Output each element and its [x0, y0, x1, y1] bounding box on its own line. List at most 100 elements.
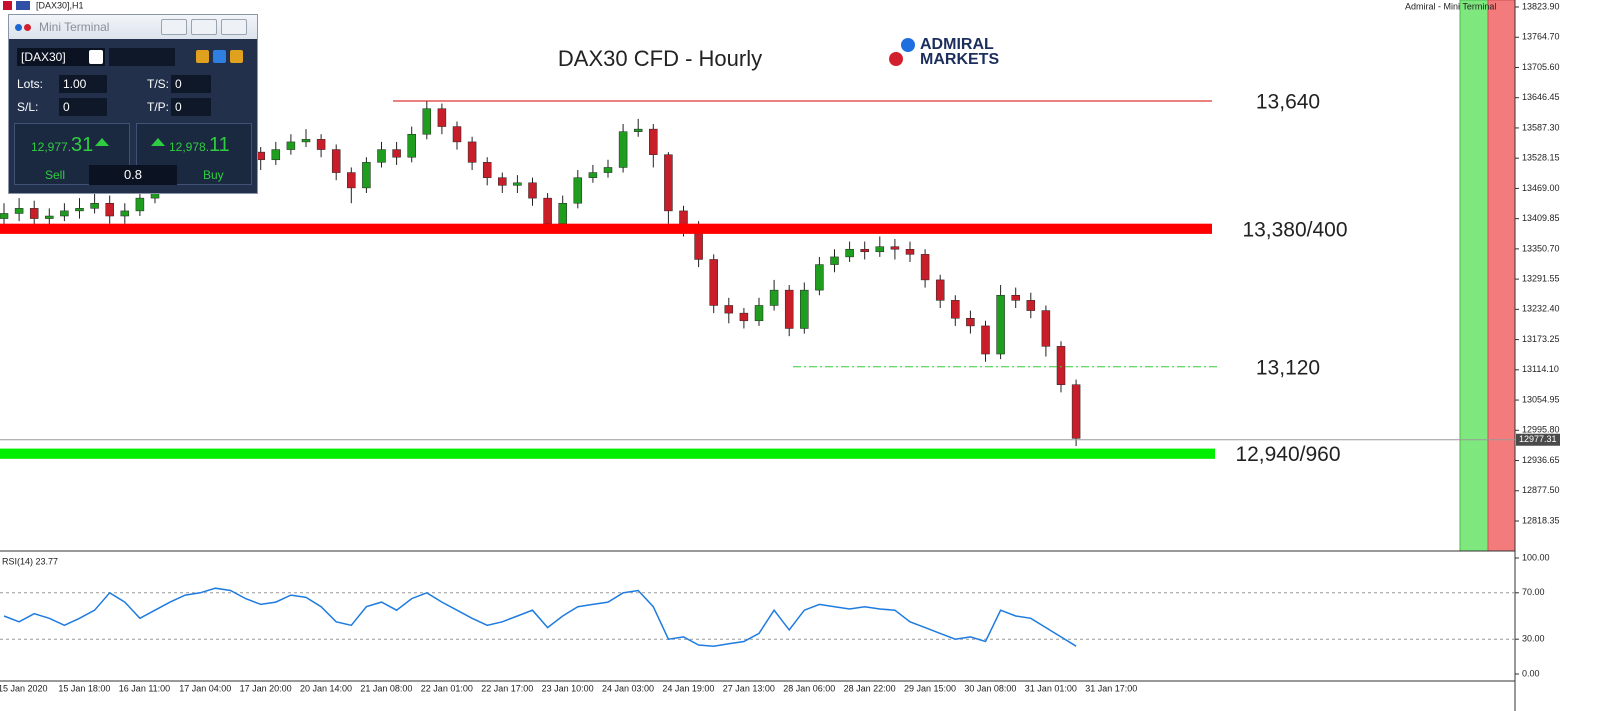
- candle-body: [558, 202, 567, 224]
- y-tick-label: 13705.60: [1522, 62, 1560, 72]
- symbol-select[interactable]: [DAX30]: [17, 48, 105, 66]
- y-tick-label: 13232.40: [1522, 304, 1560, 314]
- x-tick-label: 30 Jan 08:00: [964, 683, 1016, 693]
- icon: [15, 23, 22, 31]
- x-tick-label: 28 Jan 06:00: [783, 683, 835, 693]
- x-tick-label: 16 Jan 11:00: [119, 683, 170, 693]
- window-right-title: Admiral - Mini Terminal: [1405, 1, 1496, 11]
- app-icon: [3, 1, 12, 10]
- candle-body: [830, 256, 839, 265]
- candle-body: [784, 289, 794, 329]
- tp-label: T/P:: [147, 100, 170, 114]
- candle-body: [633, 128, 643, 132]
- candle-body: [935, 279, 945, 301]
- x-tick-label: 27 Jan 13:00: [723, 683, 775, 693]
- candle-body: [437, 108, 447, 127]
- candle-body: [60, 210, 69, 217]
- tool-button[interactable]: [196, 50, 209, 63]
- level-label: 13,380/400: [1242, 218, 1347, 241]
- sell-volume-bar: [1487, 0, 1516, 552]
- buy-label: Buy: [203, 168, 224, 182]
- sl-label: S/L:: [17, 100, 39, 114]
- mini-terminal-title: Mini Terminal: [39, 20, 110, 34]
- candle-body: [951, 300, 960, 319]
- candle-body: [966, 317, 975, 327]
- tool-button[interactable]: [230, 50, 243, 63]
- sl-input[interactable]: 0: [59, 98, 107, 116]
- y-tick-label: 13469.00: [1522, 183, 1560, 193]
- candle-body: [513, 182, 522, 186]
- x-tick-label: 31 Jan 17:00: [1085, 683, 1137, 693]
- tp-input[interactable]: 0: [171, 98, 211, 116]
- candle-body: [452, 126, 462, 143]
- up-arrow: [151, 138, 165, 146]
- last-price-label: 12977.31: [1519, 434, 1557, 444]
- candle-body: [498, 177, 507, 186]
- candle-body: [482, 162, 492, 178]
- minimize-button[interactable]: [161, 19, 187, 35]
- buy-price-main: 12,978.: [169, 140, 210, 154]
- candle-body: [815, 264, 824, 291]
- candle-body: [709, 259, 718, 306]
- candle-body: [135, 197, 145, 212]
- candle-body: [1056, 346, 1066, 385]
- x-tick-label: 17 Jan 04:00: [179, 683, 231, 693]
- x-tick-label: 29 Jan 15:00: [904, 683, 956, 693]
- candle-body: [860, 248, 869, 253]
- brand-line2: MARKETS: [920, 51, 999, 68]
- ts-input[interactable]: 0: [171, 75, 211, 93]
- x-tick-label: 24 Jan 03:00: [602, 683, 654, 693]
- candle-body: [588, 172, 598, 178]
- candle-body: [105, 202, 114, 217]
- y-tick-label: 13764.70: [1522, 32, 1560, 42]
- candle-body: [286, 141, 296, 150]
- level-band: [0, 448, 1215, 459]
- y-tick-label: 13646.45: [1522, 92, 1560, 102]
- candle-body: [467, 141, 477, 163]
- x-tick-label: 22 Jan 01:00: [421, 683, 473, 693]
- candle-body: [45, 215, 54, 219]
- candle-body: [1011, 294, 1020, 301]
- candle-body: [875, 246, 885, 253]
- close-button[interactable]: [221, 19, 247, 35]
- rsi-tick-label: 30.00: [1522, 634, 1545, 644]
- sell-label: Sell: [45, 168, 66, 182]
- y-tick-label: 13823.90: [1522, 1, 1560, 11]
- mini-terminal: Mini Terminal [DAX30] Lots: 1.00 T/S: 0 …: [8, 14, 258, 194]
- dropdown-arrow[interactable]: [89, 50, 103, 64]
- x-tick-label: 20 Jan 14:00: [300, 683, 352, 693]
- symbol-info: [109, 48, 175, 66]
- candle-body: [120, 210, 130, 217]
- x-tick-label: 24 Jan 19:00: [662, 683, 714, 693]
- x-tick-label: 23 Jan 10:00: [542, 683, 594, 693]
- lots-input[interactable]: 1.00: [59, 75, 107, 93]
- restore-button[interactable]: [191, 19, 217, 35]
- x-tick-label: 17 Jan 20:00: [240, 683, 292, 693]
- candle-body: [981, 325, 990, 355]
- x-tick-label: 28 Jan 22:00: [844, 683, 896, 693]
- settings-button[interactable]: [213, 50, 226, 63]
- candle-body: [1071, 384, 1081, 439]
- candle-body: [845, 248, 854, 258]
- candle-body: [90, 202, 99, 209]
- x-tick-label: 31 Jan 01:00: [1025, 683, 1077, 693]
- mini-terminal-titlebar: Mini Terminal: [9, 15, 257, 39]
- level-band: [0, 223, 1212, 234]
- candle-body: [1026, 300, 1036, 311]
- candle-body: [528, 182, 537, 199]
- y-tick-label: 13054.95: [1522, 394, 1560, 404]
- candle-body: [422, 108, 432, 135]
- y-tick-label: 12877.50: [1522, 485, 1560, 495]
- candle-body: [664, 154, 673, 212]
- brand-dot-red: [889, 52, 903, 66]
- buy-volume-bar: [1459, 0, 1489, 552]
- sell-button[interactable]: 12,977.31 Sell: [14, 123, 130, 185]
- spread: 0.8: [89, 165, 177, 185]
- candle-body: [316, 139, 326, 150]
- sell-price-main: 12,977.: [31, 140, 72, 154]
- candle-body: [769, 289, 779, 306]
- window-title: [DAX30],H1: [36, 0, 84, 10]
